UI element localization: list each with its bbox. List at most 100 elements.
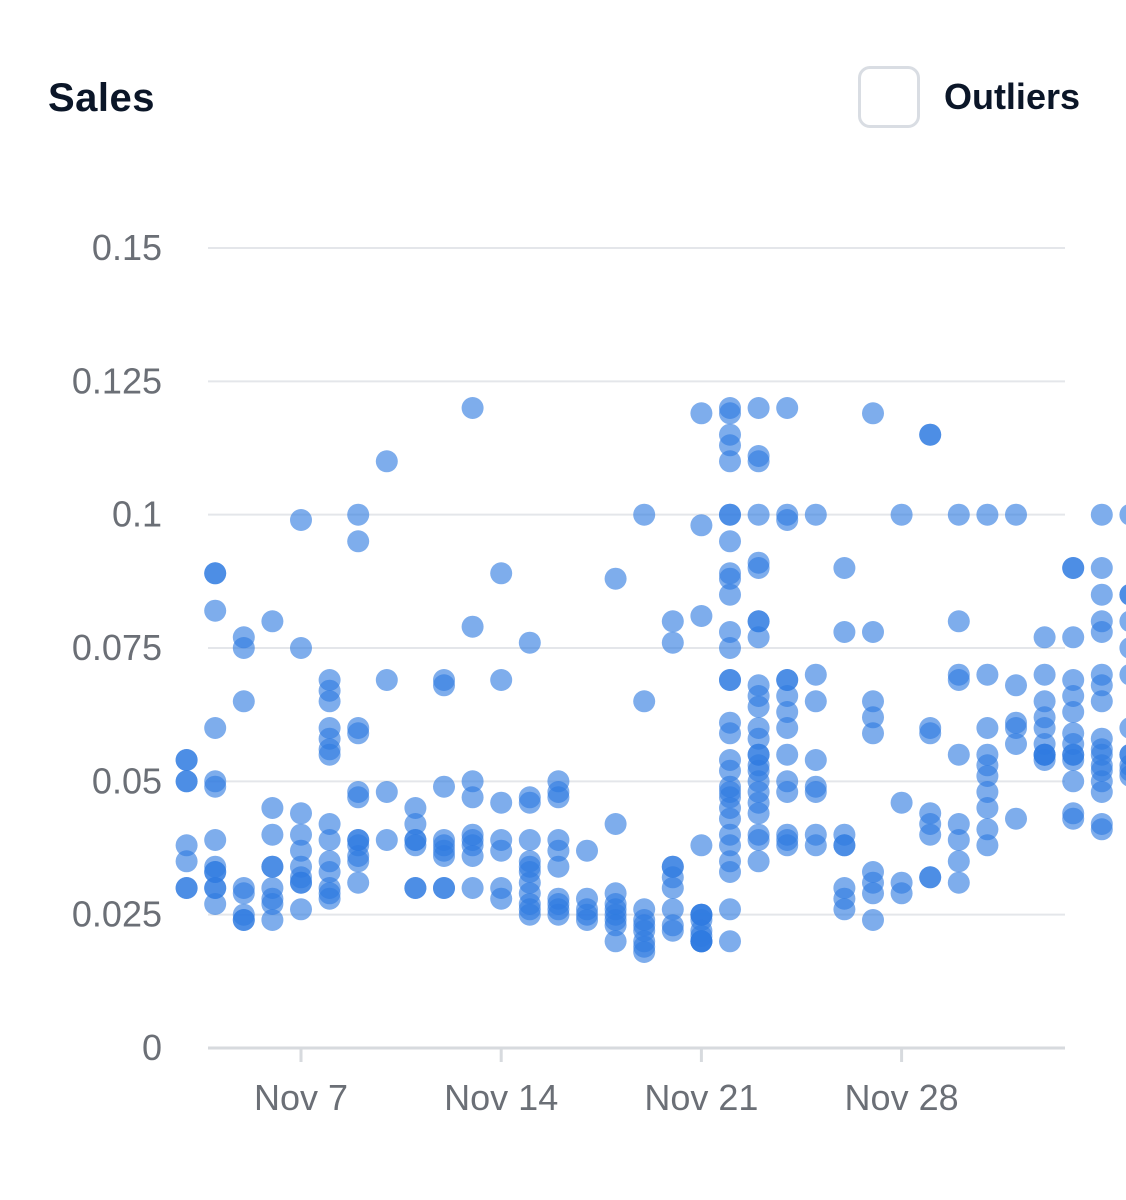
data-point <box>261 823 284 846</box>
data-point <box>719 583 741 606</box>
data-point <box>719 434 741 457</box>
data-point <box>204 775 227 798</box>
data-point <box>719 503 741 526</box>
chart-header: Sales Outliers <box>0 0 1126 180</box>
data-point <box>204 562 227 585</box>
data-point <box>290 855 312 878</box>
outliers-toggle[interactable]: Outliers <box>857 66 1080 128</box>
data-point <box>747 802 770 825</box>
data-point <box>290 898 312 921</box>
data-point <box>661 919 684 942</box>
data-point <box>661 631 684 654</box>
data-point <box>719 722 741 745</box>
data-point <box>719 898 741 921</box>
data-point <box>232 690 255 713</box>
data-point <box>490 562 513 585</box>
data-point <box>1033 663 1056 686</box>
data-point <box>1062 557 1085 579</box>
data-point <box>1090 781 1113 803</box>
data-point <box>947 871 970 894</box>
data-point <box>719 834 741 857</box>
data-point <box>862 402 884 425</box>
x-tick-label: Nov 21 <box>644 1077 758 1118</box>
data-point <box>461 786 484 809</box>
data-point <box>375 781 398 803</box>
data-point <box>175 834 198 857</box>
data-point <box>804 663 827 686</box>
data-point <box>1090 583 1113 606</box>
data-point <box>947 669 970 691</box>
data-point <box>1062 807 1085 830</box>
data-point <box>1090 503 1113 526</box>
data-point <box>347 850 370 873</box>
data-point <box>976 663 999 686</box>
data-point <box>261 797 284 819</box>
data-point <box>976 781 999 803</box>
data-point <box>661 610 684 633</box>
data-point <box>747 450 770 473</box>
data-point <box>461 397 484 419</box>
data-point <box>633 690 656 713</box>
data-point <box>719 861 741 883</box>
data-point <box>347 829 370 851</box>
data-point <box>232 903 255 926</box>
data-point <box>747 397 770 419</box>
data-point <box>204 599 227 622</box>
data-point <box>747 557 770 579</box>
data-point <box>1119 584 1126 605</box>
data-point <box>461 770 484 793</box>
data-point <box>1005 807 1027 830</box>
data-point <box>318 743 341 766</box>
data-point <box>518 631 541 654</box>
data-point <box>175 850 198 873</box>
data-point <box>719 930 741 953</box>
data-point <box>175 749 198 771</box>
data-point <box>604 930 627 953</box>
data-point <box>261 909 284 931</box>
x-axis: Nov 7 Nov 14 Nov 21 Nov 28 <box>254 1048 959 1118</box>
data-point <box>318 690 341 713</box>
data-point <box>347 722 370 745</box>
data-point <box>204 861 227 883</box>
data-point <box>947 743 970 766</box>
data-point <box>290 823 312 846</box>
y-tick-label: 0.125 <box>72 360 162 401</box>
data-point <box>204 717 227 739</box>
data-point <box>719 530 741 553</box>
data-point <box>318 829 341 851</box>
data-point <box>175 770 198 793</box>
data-point <box>576 839 598 862</box>
data-point <box>719 450 741 473</box>
data-point <box>547 855 570 878</box>
data-point <box>1062 770 1085 793</box>
data-point <box>204 893 227 915</box>
data-point <box>347 871 370 894</box>
data-point <box>604 893 627 915</box>
x-tick-label: Nov 28 <box>845 1077 959 1118</box>
data-point <box>1033 743 1056 766</box>
data-point <box>776 509 799 531</box>
y-tick-label: 0 <box>142 1027 162 1068</box>
data-point <box>1090 621 1113 643</box>
data-point <box>518 861 541 883</box>
data-point <box>976 818 999 841</box>
outliers-checkbox[interactable] <box>857 66 920 128</box>
data-point <box>719 759 741 782</box>
x-tick-label: Nov 14 <box>444 1077 558 1118</box>
data-point <box>747 754 770 777</box>
data-point <box>747 610 770 633</box>
data-point <box>1119 637 1126 659</box>
data-point <box>318 882 341 905</box>
data-point <box>890 882 913 905</box>
data-point <box>747 503 770 526</box>
data-point <box>1005 503 1027 526</box>
data-point <box>862 722 884 745</box>
data-point <box>862 706 884 729</box>
data-point <box>1033 706 1056 729</box>
data-point <box>976 503 999 526</box>
data-point <box>804 749 827 771</box>
data-point <box>747 626 770 649</box>
data-point <box>833 834 856 857</box>
data-point <box>976 717 999 739</box>
